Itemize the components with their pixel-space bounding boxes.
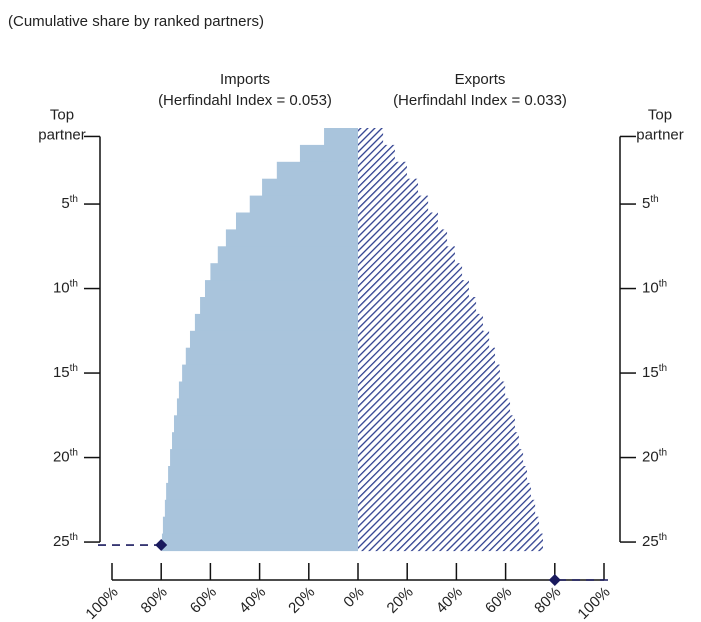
bar (168, 466, 358, 484)
bar (189, 330, 358, 349)
bar (358, 128, 384, 146)
bar (172, 432, 358, 450)
bar (358, 195, 429, 214)
bar (249, 195, 358, 214)
x-tick-label: 60% (482, 584, 515, 617)
bar (358, 161, 407, 180)
y-tick-label: Top partner (38, 106, 86, 143)
bar (358, 229, 448, 247)
bar (225, 229, 358, 247)
bar (358, 280, 469, 298)
y-tick-label: 10th (642, 278, 667, 296)
x-tick-label: 100% (82, 584, 121, 622)
bar (217, 246, 358, 264)
bar (358, 297, 477, 315)
y-tick-label: 20th (642, 447, 667, 465)
bar (358, 178, 419, 197)
bar (161, 533, 358, 552)
y-tick-label: 10th (53, 278, 78, 296)
chart-subtitle: (Cumulative share by ranked partners) (8, 13, 264, 30)
x-tick-label: 40% (433, 584, 466, 617)
y-tick-label: 15th (53, 363, 78, 381)
bar (358, 533, 543, 552)
bar (176, 398, 358, 416)
bar (299, 144, 358, 163)
bar (358, 313, 483, 332)
bar (170, 449, 358, 467)
marker (548, 574, 561, 586)
bar (358, 432, 519, 450)
x-tick-label: 0% (340, 584, 367, 611)
bar (204, 280, 358, 298)
bar (173, 415, 358, 433)
bar (162, 516, 358, 535)
bar (262, 178, 358, 197)
x-tick-label: 80% (138, 584, 171, 617)
bar (166, 482, 358, 501)
bar (358, 263, 463, 281)
x-tick-label: 80% (531, 584, 564, 617)
y-tick-label: 25th (642, 532, 667, 550)
bar (194, 313, 358, 332)
series-heading: Exports (455, 71, 506, 88)
bar (358, 482, 531, 501)
bar (358, 398, 511, 416)
x-tick-label: 100% (574, 584, 613, 622)
x-tick-label: 40% (236, 584, 269, 617)
bar (324, 128, 358, 146)
bar (358, 449, 524, 467)
x-tick-label: 20% (285, 584, 318, 617)
x-tick-label: 60% (187, 584, 220, 617)
y-tick-label: 15th (642, 363, 667, 381)
annotation: (Herfindahl Index = 0.033) (393, 92, 567, 109)
bar (358, 466, 528, 484)
x-tick-label: 20% (384, 584, 417, 617)
y-tick-label: 5th (642, 194, 659, 212)
bar (182, 364, 358, 383)
marker (155, 539, 168, 552)
bar (358, 499, 536, 518)
bar (178, 381, 358, 399)
bar (358, 144, 395, 163)
bar (358, 330, 490, 349)
bar (358, 364, 500, 383)
bar (235, 212, 358, 230)
y-tick-label: 25th (53, 532, 78, 550)
bar (358, 347, 496, 366)
series-heading: Imports (220, 71, 270, 88)
bar (276, 161, 358, 180)
y-tick-label: 5th (61, 194, 78, 212)
y-tick-label: 20th (53, 447, 78, 465)
bar (358, 212, 438, 230)
bar (185, 347, 358, 366)
bar (164, 499, 358, 518)
bar (200, 297, 358, 315)
bar (358, 381, 506, 399)
bar (210, 263, 358, 281)
bar (358, 516, 540, 535)
annotation: (Herfindahl Index = 0.053) (158, 92, 332, 109)
bar (358, 246, 455, 264)
y-tick-label: Top partner (636, 106, 684, 143)
bar (358, 415, 515, 433)
